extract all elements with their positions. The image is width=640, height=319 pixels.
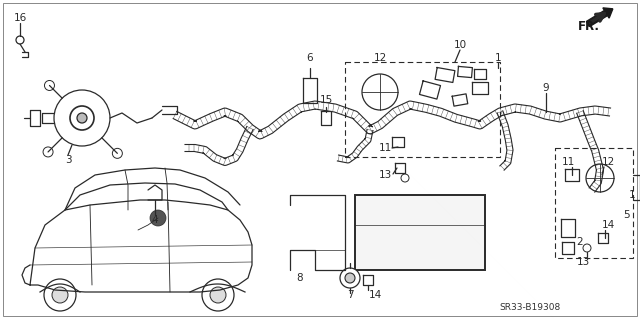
Text: 10: 10 (453, 40, 467, 50)
Text: 14: 14 (602, 220, 614, 230)
Text: 1: 1 (628, 190, 636, 200)
Text: 3: 3 (65, 155, 71, 165)
Text: 13: 13 (378, 170, 392, 180)
Text: 14: 14 (369, 290, 381, 300)
Text: 9: 9 (543, 83, 549, 93)
Text: 12: 12 (602, 157, 614, 167)
Circle shape (583, 244, 591, 252)
Circle shape (150, 210, 166, 226)
Circle shape (52, 287, 68, 303)
Text: 2: 2 (577, 237, 583, 247)
Text: 11: 11 (378, 143, 392, 153)
Circle shape (586, 164, 614, 192)
Bar (345, 62, 500, 157)
Circle shape (16, 36, 24, 44)
Text: FR.: FR. (578, 19, 600, 33)
Text: 16: 16 (13, 13, 27, 23)
FancyArrow shape (586, 8, 613, 26)
Circle shape (44, 80, 54, 91)
Bar (555, 148, 633, 258)
Bar (355, 195, 485, 270)
Text: 4: 4 (152, 215, 158, 225)
Text: 6: 6 (307, 53, 314, 63)
Text: 8: 8 (297, 273, 303, 283)
Circle shape (210, 287, 226, 303)
Text: 13: 13 (577, 257, 589, 267)
Circle shape (113, 148, 122, 158)
Text: 12: 12 (373, 53, 387, 63)
Text: SR33-B19308: SR33-B19308 (499, 303, 561, 313)
Text: 15: 15 (319, 95, 333, 105)
Text: 11: 11 (561, 157, 575, 167)
Circle shape (202, 279, 234, 311)
Circle shape (345, 273, 355, 283)
Text: 5: 5 (624, 210, 630, 220)
Text: 1: 1 (495, 53, 501, 63)
Circle shape (44, 279, 76, 311)
Circle shape (43, 147, 53, 157)
Circle shape (77, 113, 87, 123)
Circle shape (340, 268, 360, 288)
Circle shape (362, 74, 398, 110)
Text: 7: 7 (347, 290, 353, 300)
Circle shape (401, 174, 409, 182)
